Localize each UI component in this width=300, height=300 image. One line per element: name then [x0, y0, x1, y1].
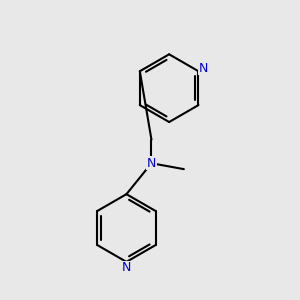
Text: N: N [147, 157, 156, 170]
Text: N: N [199, 62, 208, 75]
Text: N: N [122, 261, 131, 274]
